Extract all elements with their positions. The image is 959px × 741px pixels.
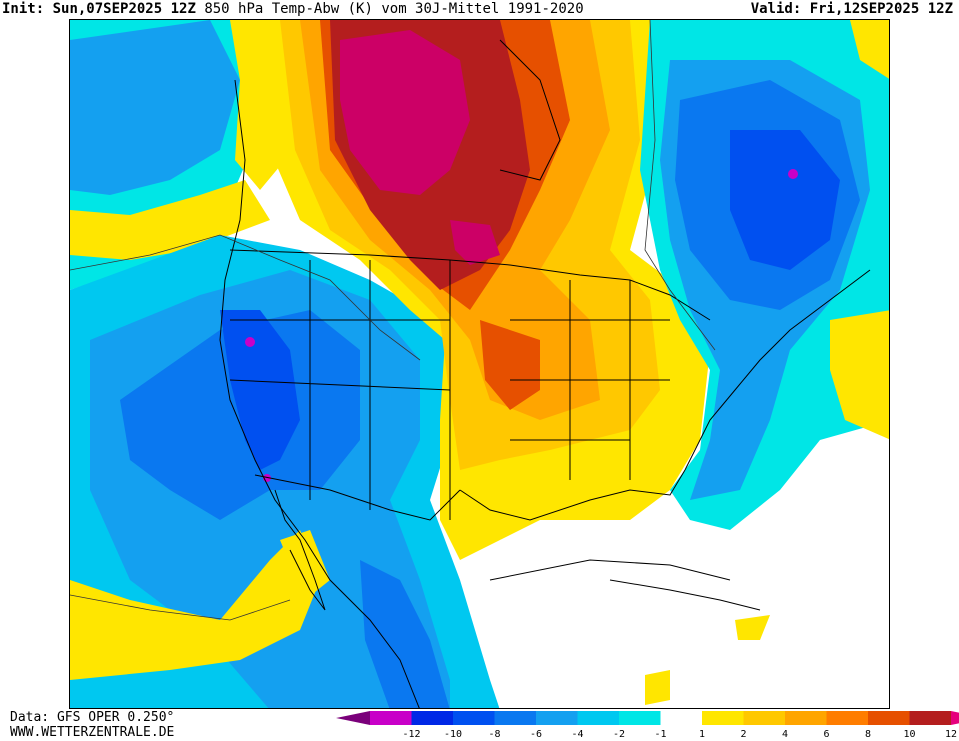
- lake-winnipeg-warm: [450, 220, 500, 265]
- pacific-yellow-band: [70, 180, 270, 260]
- legend-swatch: [826, 711, 868, 725]
- color-legend: -12 -10 -8 -6 -4 -2 -1 1 2 4 6 8 10 12: [330, 711, 959, 741]
- legend-swatch: [909, 711, 951, 725]
- legend-swatch: [743, 711, 785, 725]
- east-coastline: [684, 269, 871, 471]
- north-atlantic-yellow: [850, 20, 889, 79]
- legend-tick-label: 10: [903, 729, 915, 740]
- legend-svg: -12 -10 -8 -6 -4 -2 -1 1 2 4 6 8 10 12: [336, 711, 959, 740]
- caribbean-yellow-1: [735, 615, 770, 640]
- legend-tick-label: 12: [945, 729, 957, 740]
- legend-tick-label: 6: [823, 729, 829, 740]
- map-linework: [219, 39, 871, 708]
- legend-tick-label: -8: [488, 729, 500, 740]
- mexico-cold-deep: [360, 560, 450, 708]
- pacific-cold-light: [70, 20, 240, 195]
- baja-yellow: [280, 530, 330, 600]
- us-mexico-border: [254, 474, 461, 521]
- plains-warm-dark: [480, 320, 540, 410]
- legend-tick-label: -12: [402, 729, 420, 740]
- legend-arrow-left: [336, 711, 370, 725]
- gulf-of-mexico: [489, 559, 731, 581]
- header-right: Valid: Fri,12SEP2025 12Z: [751, 0, 953, 18]
- valid-value: Fri,12SEP2025 12Z: [809, 1, 953, 17]
- state-lines-1: [229, 260, 670, 520]
- west-coastline: [219, 79, 420, 708]
- central-warm-extreme: [340, 30, 470, 195]
- pacific-yellow-south: [70, 530, 320, 680]
- sierra-cold-core: [220, 310, 300, 470]
- east-cold-deep: [730, 130, 840, 270]
- baja-coastline: [274, 489, 326, 611]
- caribbean-neutral: [480, 500, 889, 708]
- contour-lines: [70, 20, 716, 621]
- legend-tick-label: 2: [740, 729, 746, 740]
- cuba-outline: [609, 579, 761, 611]
- legend-swatch: [702, 711, 744, 725]
- legend-tick-label: 4: [782, 729, 788, 740]
- legend-swatch: [577, 711, 619, 725]
- anomaly-map: [69, 19, 890, 709]
- contour-zero-south: [70, 594, 291, 621]
- footer-site: WWW.WETTERZENTRALE.DE: [10, 725, 175, 740]
- legend-swatch: [411, 711, 453, 725]
- legend-swatch: [370, 711, 412, 725]
- gulf-coastline: [459, 469, 686, 521]
- map-header: Init: Sun,07SEP2025 12Z 850 hPa Temp-Abw…: [0, 0, 959, 18]
- legend-tick-label: 8: [865, 729, 871, 740]
- init-label: Init:: [2, 1, 45, 17]
- legend-swatch: [453, 711, 495, 725]
- legend-tick-label: -2: [613, 729, 625, 740]
- legend-swatch: [868, 711, 910, 725]
- legend-tick-label: -4: [571, 729, 583, 740]
- legend-swatch: [785, 711, 827, 725]
- us-canada-border: [229, 249, 711, 321]
- legend-tick-label: -6: [530, 729, 542, 740]
- caribbean-yellow-2: [645, 670, 670, 705]
- contour-zero-east: [644, 20, 716, 351]
- legend-tick-label: -10: [444, 729, 462, 740]
- legend-tick-label: -1: [654, 729, 666, 740]
- header-left: Init: Sun,07SEP2025 12Z 850 hPa Temp-Abw…: [2, 0, 584, 18]
- atlantic-yellow: [830, 310, 889, 440]
- legend-swatch: [494, 711, 536, 725]
- legend-arrow-right: [951, 711, 959, 725]
- init-value: Sun,07SEP2025 12Z: [52, 1, 196, 17]
- labrador-cold-extreme: [788, 169, 798, 179]
- contour-zero-west: [70, 234, 421, 361]
- hudson-bay: [499, 39, 561, 181]
- legend-swatch: [536, 711, 578, 725]
- anomaly-map-svg: [70, 20, 889, 708]
- footer-data: Data: GFS OPER 0.250°: [10, 710, 175, 725]
- legend-tick-label: 1: [699, 729, 705, 740]
- map-title: 850 hPa Temp-Abw (K) vom 30J-Mittel 1991…: [204, 1, 584, 17]
- legend-swatch: [660, 711, 702, 725]
- legend-swatch: [619, 711, 661, 725]
- valid-label: Valid:: [750, 1, 802, 17]
- cold-extreme-nevada: [245, 337, 255, 347]
